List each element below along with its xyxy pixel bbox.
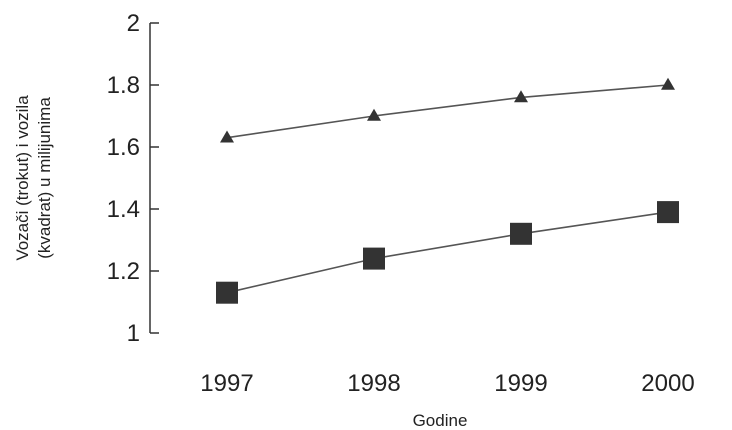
x-tick-label: 1997 bbox=[200, 370, 253, 397]
y-axis-label-line-1: Vozači (trokut) i vozila bbox=[13, 95, 32, 261]
y-tick-label: 1.4 bbox=[107, 196, 140, 223]
triangle-point bbox=[220, 130, 234, 143]
y-tick-label: 1.2 bbox=[107, 258, 140, 285]
series-layer bbox=[216, 77, 679, 304]
x-tick-label: 1998 bbox=[347, 370, 400, 397]
y-tick-label: 1.6 bbox=[107, 134, 140, 161]
y-axis-label-line-2: (kvadrat) u milijunima bbox=[35, 97, 54, 259]
x-tick-label: 2000 bbox=[641, 370, 694, 397]
y-axis-label: Vozači (trokut) i vozila (kvadrat) u mil… bbox=[13, 95, 54, 261]
series-line-triangle bbox=[226, 84, 669, 139]
series-square bbox=[216, 201, 679, 304]
triangle-point bbox=[661, 77, 675, 90]
series-line-square bbox=[226, 211, 669, 294]
y-tick-label: 1 bbox=[127, 320, 140, 347]
y-tick-label: 1.8 bbox=[107, 72, 140, 99]
x-axis-ticks: 1997 1998 1999 2000 bbox=[200, 370, 694, 397]
x-axis-label: Godine bbox=[413, 411, 468, 430]
triangle-point bbox=[514, 90, 528, 103]
series-triangle bbox=[220, 77, 675, 143]
triangle-point bbox=[367, 108, 381, 121]
y-axis-ticks: 1 1.2 1.4 1.6 1.8 2 bbox=[107, 10, 159, 347]
square-point bbox=[216, 281, 238, 304]
square-point bbox=[363, 247, 385, 270]
square-point bbox=[657, 201, 679, 224]
y-tick-label: 2 bbox=[127, 10, 140, 37]
x-tick-label: 1999 bbox=[494, 370, 547, 397]
square-point bbox=[510, 222, 532, 245]
